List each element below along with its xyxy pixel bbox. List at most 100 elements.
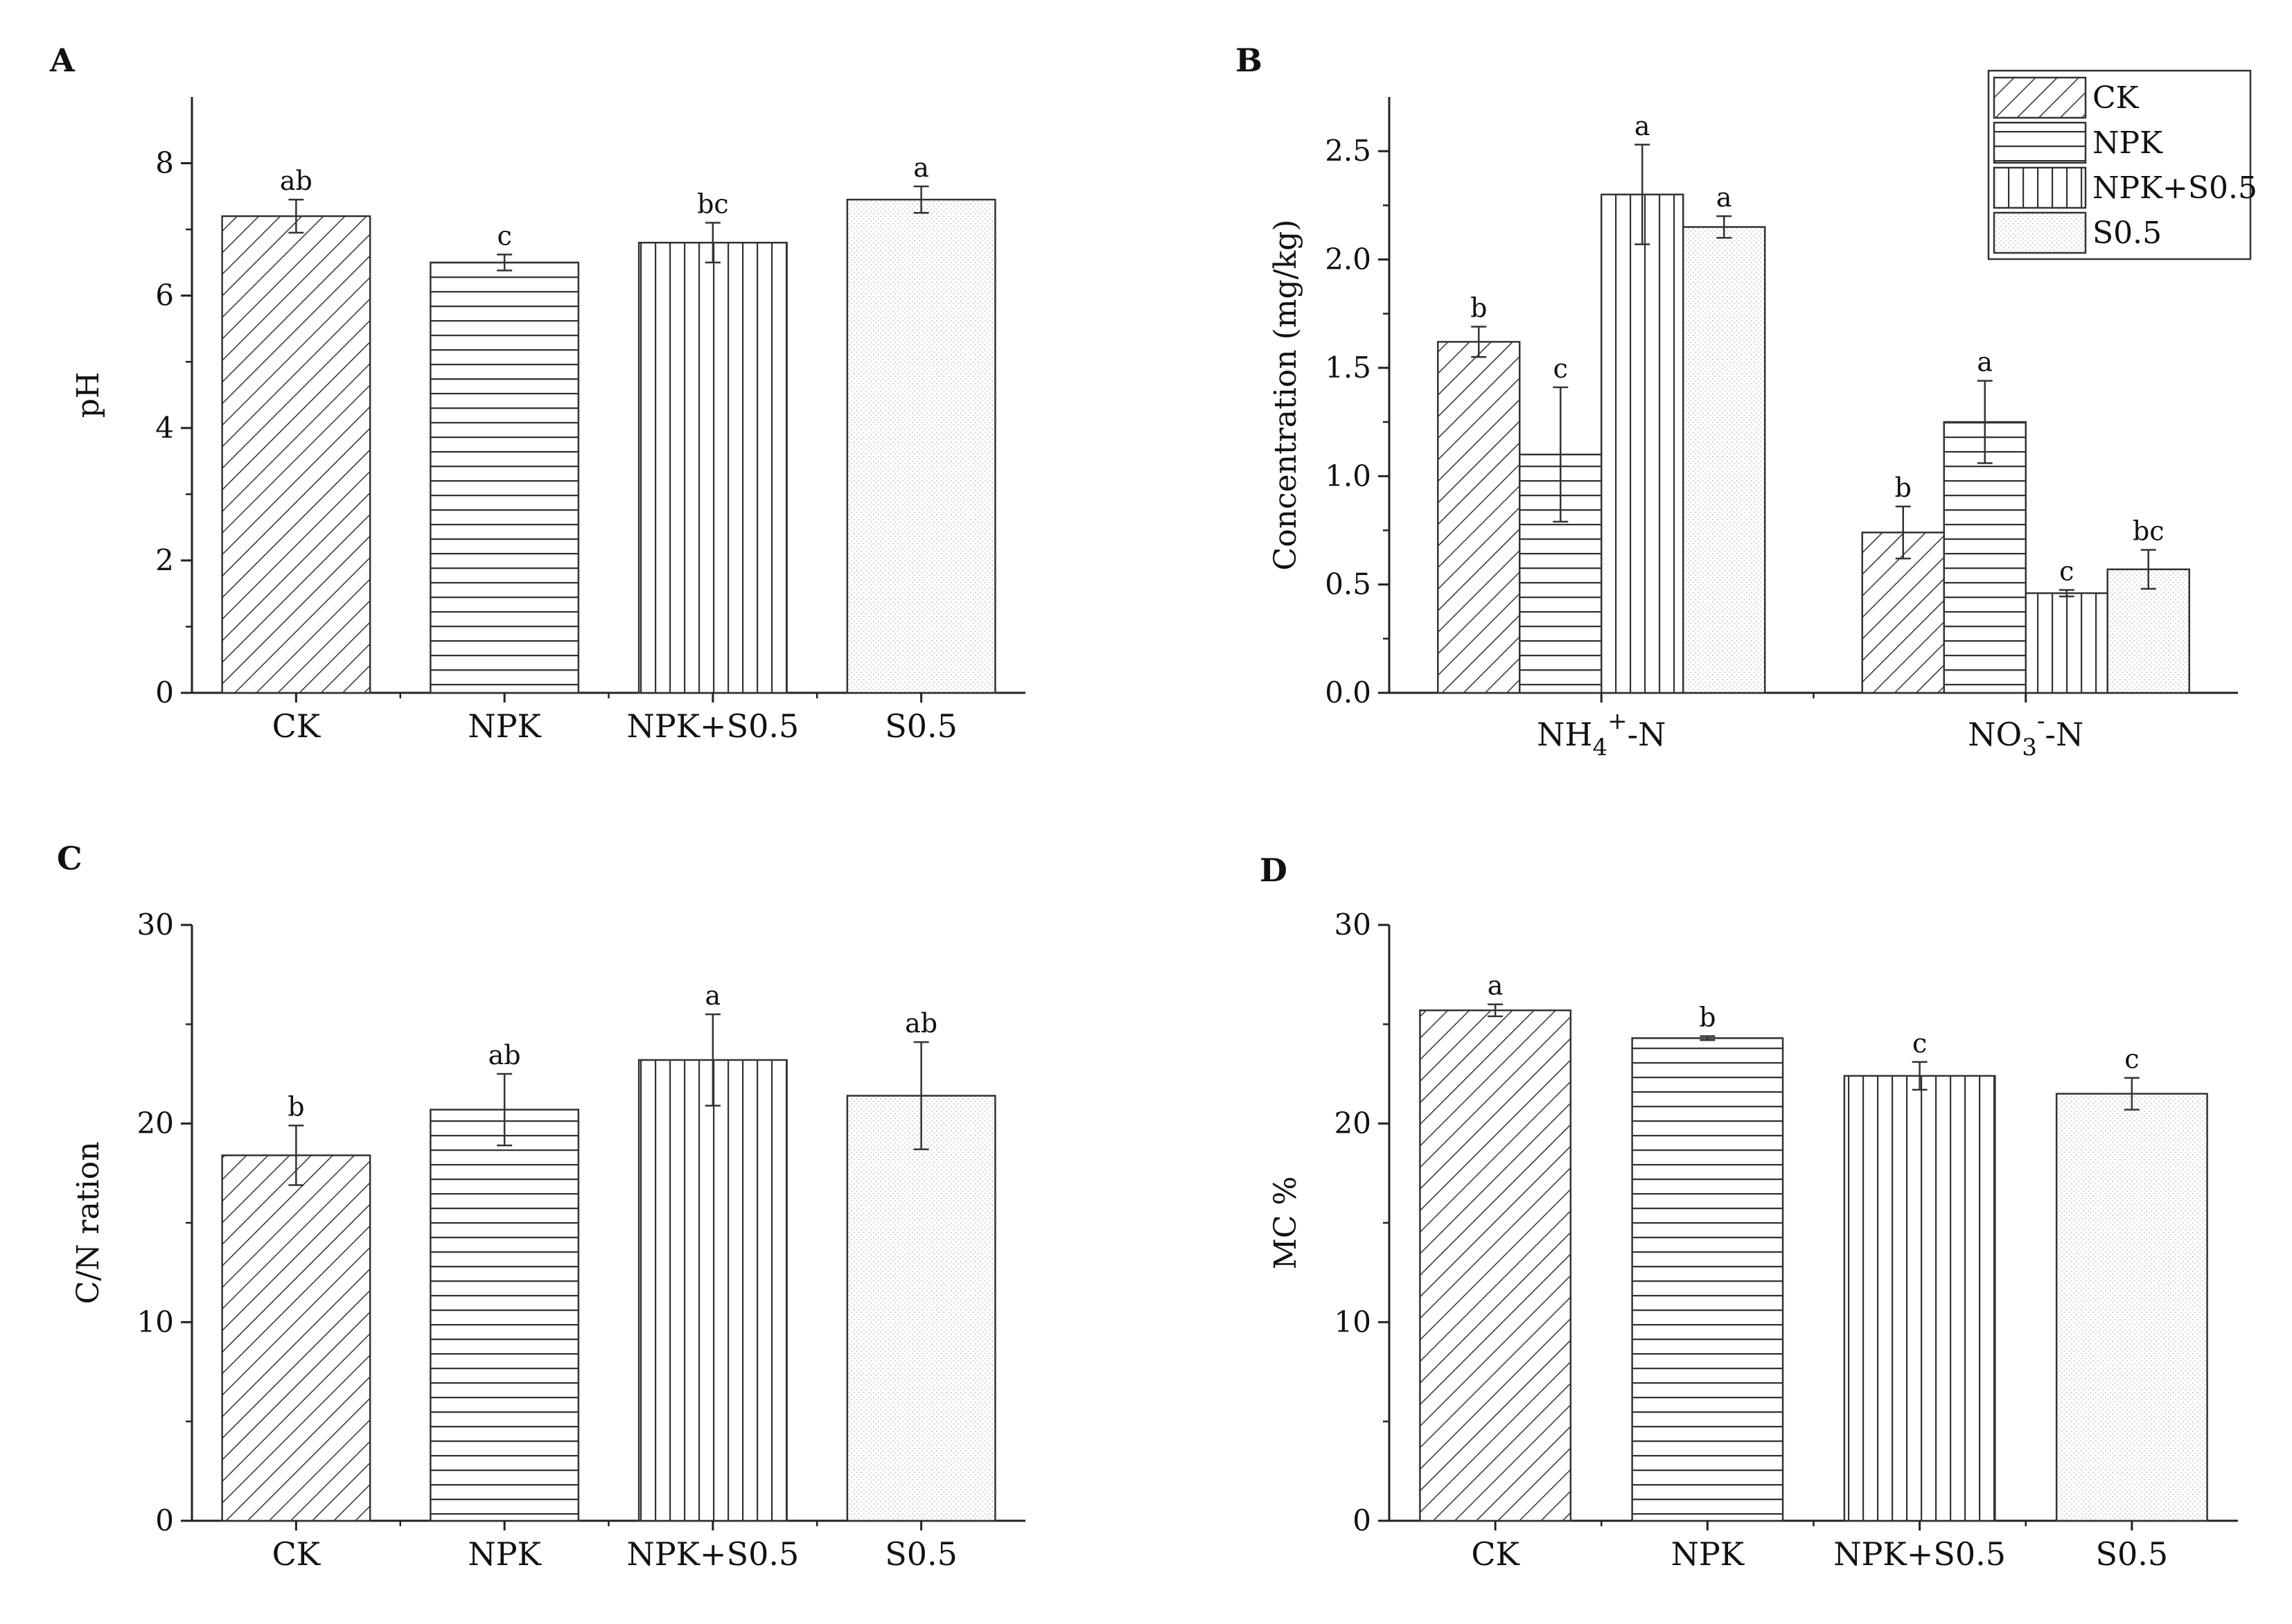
panel-letter: C xyxy=(57,840,82,877)
significance-label: c xyxy=(1553,353,1568,384)
y-tick-label: 1.5 xyxy=(1325,351,1371,385)
y-tick-label: 0 xyxy=(1352,1503,1371,1537)
x-category-label: S0.5 xyxy=(885,1535,958,1573)
panel-letter: D xyxy=(1260,851,1287,889)
significance-label: ab xyxy=(488,1040,521,1070)
y-tick-label: 1.0 xyxy=(1325,459,1371,493)
x-group-label: NO3--N xyxy=(1968,707,2083,761)
group-label-subscript: 3 xyxy=(2022,734,2037,761)
group-label-superscript: + xyxy=(1607,707,1628,735)
bar-npk-s0-5 xyxy=(637,241,788,694)
y-tick-label: 0.0 xyxy=(1325,676,1371,709)
y-axis-label: MC % xyxy=(1268,1176,1303,1270)
significance-label: a xyxy=(705,980,721,1011)
bar-npk xyxy=(1631,1037,1784,1522)
legend-label: NPK xyxy=(2092,125,2163,161)
panel-d: D 0 10 20 30 MC % a CK b NPK c NPK+S0.5 c S0.5 xyxy=(1260,851,2238,1573)
bar-s0-5 xyxy=(1682,226,1766,694)
bar-s0-5 xyxy=(846,198,996,694)
significance-label: ab xyxy=(905,1008,937,1039)
panel-b: B 0.0 0.5 1.0 1.5 2.0 2.5 Concentration (mg/kg)… xyxy=(1235,42,2257,761)
significance-label: b xyxy=(1699,1003,1716,1033)
bar-npk xyxy=(430,261,580,694)
bar-s0-5 xyxy=(2055,1093,2208,1522)
x-category-label: NPK xyxy=(468,1535,542,1573)
y-tick-label: 0 xyxy=(155,676,174,709)
legend-label: NPK+S0.5 xyxy=(2092,170,2257,206)
x-category-label: NPK+S0.5 xyxy=(1833,1535,2006,1573)
y-tick-label: 0.5 xyxy=(1325,567,1371,601)
significance-label: b xyxy=(1470,292,1487,323)
group-label-suffix: -N xyxy=(2045,716,2083,753)
group-label-suffix: -N xyxy=(1628,716,1666,753)
bar-npk xyxy=(430,1109,580,1522)
y-axis-label: Concentration (mg/kg) xyxy=(1268,220,1303,571)
x-category-label: NPK xyxy=(1671,1535,1745,1573)
bar-ck xyxy=(221,215,371,694)
panel-letter: A xyxy=(49,42,76,79)
bar-ck xyxy=(1437,341,1521,694)
x-category-label: NPK+S0.5 xyxy=(626,1535,799,1573)
significance-label: a xyxy=(1488,971,1504,1001)
significance-label: c xyxy=(2059,556,2074,586)
y-tick-label: 20 xyxy=(137,1106,174,1140)
bar-s0-5 xyxy=(846,1095,996,1522)
group-label-superscript: - xyxy=(2037,707,2045,735)
group-label-base: NO xyxy=(1968,716,2022,753)
group-label-subscript: 4 xyxy=(1592,734,1607,761)
panel-letter: B xyxy=(1235,42,1262,79)
bar-npk-s0-5 xyxy=(637,1059,788,1522)
significance-label: a xyxy=(913,152,929,183)
significance-label: a xyxy=(1977,347,1993,378)
legend-swatch xyxy=(1993,121,2087,164)
y-tick-label: 8 xyxy=(155,146,174,180)
y-axis-label: pH xyxy=(71,372,106,418)
y-tick-label: 6 xyxy=(155,279,174,312)
x-category-label: CK xyxy=(1471,1535,1520,1573)
significance-label: c xyxy=(2124,1044,2139,1075)
x-category-label: NPK+S0.5 xyxy=(626,707,799,745)
bar-ck xyxy=(1419,1009,1572,1522)
panel-a: A 0 2 4 6 8 pH ab CK c NPK bc NPK+S0.5 a S0.5 xyxy=(49,42,1025,745)
legend-label: CK xyxy=(2092,80,2140,116)
bar-npk-s0-5 xyxy=(2025,592,2108,694)
significance-label: ab xyxy=(280,166,312,196)
bar-npk-s0-5 xyxy=(1843,1075,1996,1522)
group-label-base: NH xyxy=(1537,716,1592,753)
significance-label: c xyxy=(1912,1028,1927,1059)
significance-label: a xyxy=(1634,111,1650,141)
y-axis-label: C/N ration xyxy=(71,1142,106,1305)
y-tick-label: 30 xyxy=(137,908,174,942)
significance-label: b xyxy=(1895,473,1912,503)
bar-s0-5 xyxy=(2106,568,2190,694)
y-tick-label: 30 xyxy=(1334,908,1371,942)
y-tick-label: 10 xyxy=(1334,1305,1371,1339)
y-tick-label: 20 xyxy=(1334,1106,1371,1140)
y-tick-label: 0 xyxy=(155,1503,174,1537)
legend-swatch xyxy=(1993,166,2087,209)
legend: CK NPK NPK+S0.5 S0.5 xyxy=(1987,69,2257,261)
x-category-label: CK xyxy=(272,1535,321,1573)
panel-c: C 0 10 20 30 C/N ration b CK ab NPK a NPK+S0.5 ab S0.… xyxy=(57,840,1025,1573)
legend-swatch xyxy=(1993,211,2087,254)
x-category-label: CK xyxy=(272,707,321,745)
x-category-label: S0.5 xyxy=(2096,1535,2169,1573)
significance-label: c xyxy=(497,220,511,251)
x-category-label: S0.5 xyxy=(885,707,958,745)
significance-label: bc xyxy=(697,189,729,220)
legend-swatch xyxy=(1993,76,2087,119)
y-tick-label: 2.0 xyxy=(1325,242,1371,276)
x-category-label: NPK xyxy=(468,707,542,745)
significance-label: a xyxy=(1716,182,1732,213)
bar-ck xyxy=(221,1154,371,1522)
y-tick-label: 2 xyxy=(155,543,174,577)
significance-label: bc xyxy=(2133,516,2165,547)
bar-npk xyxy=(1943,421,2027,694)
y-tick-label: 4 xyxy=(155,411,174,445)
x-group-label: NH4+-N xyxy=(1537,707,1666,761)
y-tick-label: 2.5 xyxy=(1325,134,1371,168)
significance-label: b xyxy=(288,1092,304,1122)
y-tick-label: 10 xyxy=(137,1305,174,1339)
bar-npk-s0-5 xyxy=(1601,193,1684,694)
